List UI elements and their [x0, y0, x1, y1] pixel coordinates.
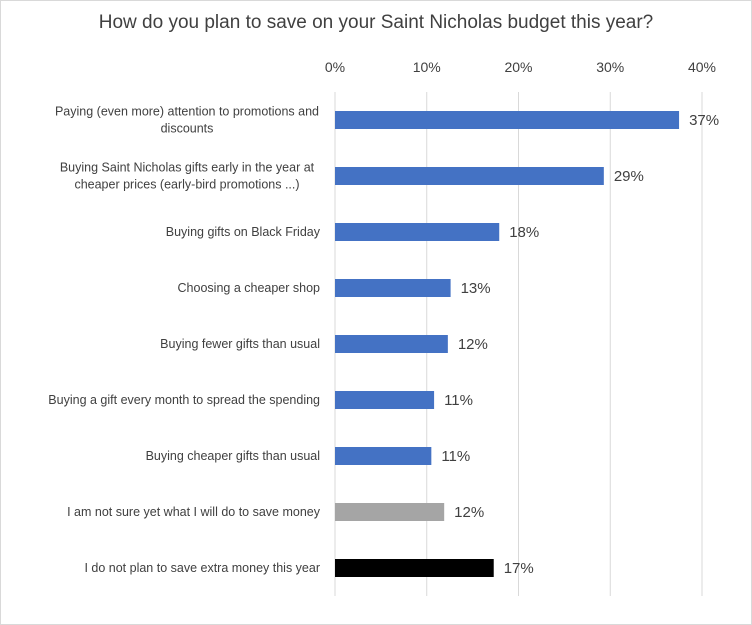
category-label: I am not sure yet what I will do to save…: [67, 505, 321, 519]
bar[interactable]: [335, 503, 445, 521]
bar[interactable]: [335, 167, 604, 185]
data-label: 13%: [461, 280, 491, 297]
bar[interactable]: [335, 447, 432, 465]
bar[interactable]: [335, 223, 500, 241]
bar[interactable]: [335, 391, 435, 409]
category-label: Buying a gift every month to spread the …: [48, 393, 320, 407]
data-label: 11%: [441, 448, 470, 465]
category-label: Buying fewer gifts than usual: [160, 337, 320, 351]
data-label: 11%: [444, 392, 473, 409]
category-label: Choosing a cheaper shop: [178, 281, 321, 295]
category-label: Buying gifts on Black Friday: [166, 225, 321, 239]
bar[interactable]: [335, 335, 448, 353]
x-tick-label: 20%: [504, 59, 532, 75]
category-label: I do not plan to save extra money this y…: [84, 561, 320, 575]
category-label: Buying cheaper gifts than usual: [146, 449, 320, 463]
x-tick-label: 10%: [413, 59, 441, 75]
x-tick-label: 40%: [688, 59, 716, 75]
data-label: 29%: [614, 168, 644, 185]
data-label: 18%: [509, 224, 539, 241]
category-label: Paying (even more) attention to promotio…: [55, 105, 319, 136]
bar[interactable]: [335, 559, 494, 577]
data-label: 37%: [689, 112, 719, 129]
data-label: 17%: [504, 560, 534, 577]
data-label: 12%: [458, 336, 488, 353]
bar[interactable]: [335, 279, 451, 297]
x-tick-label: 0%: [325, 59, 345, 75]
data-label: 12%: [454, 504, 484, 521]
category-label: Buying Saint Nicholas gifts early in the…: [60, 161, 315, 192]
chart-title: How do you plan to save on your Saint Ni…: [98, 12, 654, 33]
x-tick-label: 30%: [596, 59, 624, 75]
bar[interactable]: [335, 111, 680, 129]
